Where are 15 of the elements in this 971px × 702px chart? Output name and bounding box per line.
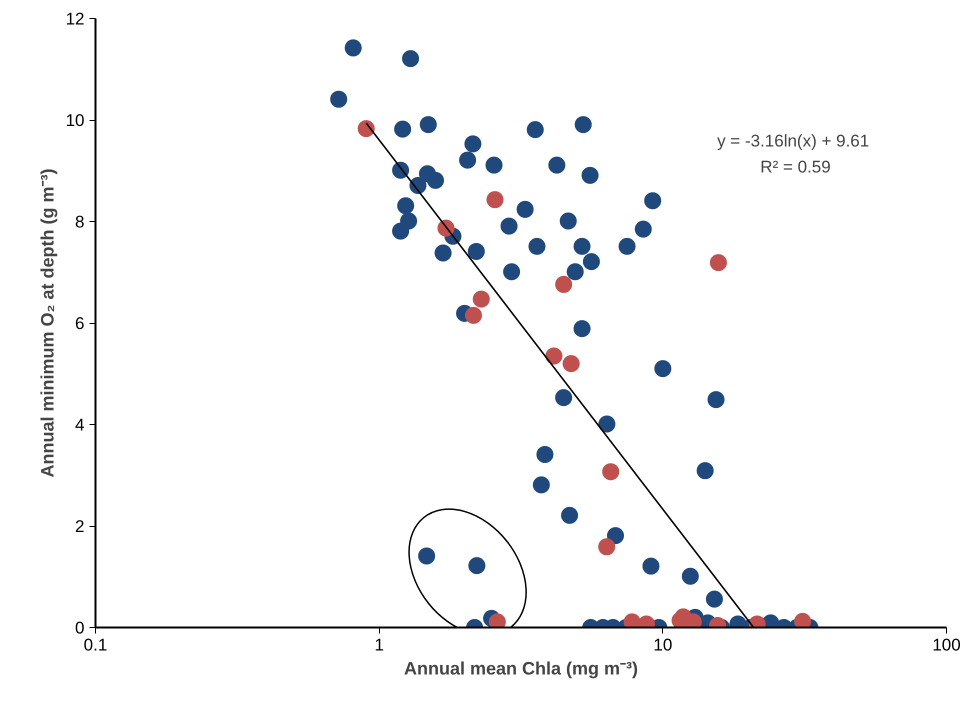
x-tick-label: 100 [932,636,961,654]
x-tick-label: 0.1 [84,636,108,654]
y-tick-label: 0 [75,618,85,638]
y-tick-label: 2 [75,517,85,536]
y-tick-label: 10 [66,111,85,130]
x-axis-title: Annual mean Chla (mg m⁻³) [404,658,638,678]
y-tick-label: 4 [75,416,85,434]
x-tick-label: 1 [374,636,384,654]
y-tick-label: 6 [75,314,85,333]
y-tick-label: 12 [66,10,85,28]
y-tick-label: 8 [75,212,85,232]
annotation: R² = 0.59 [760,158,831,176]
annotation: y = -3.16ln(x) + 9.61 [717,132,870,150]
y-axis-title: Annual minimum O₂ at depth (g m⁻³) [38,168,58,478]
x-tick-label: 10 [653,636,672,654]
